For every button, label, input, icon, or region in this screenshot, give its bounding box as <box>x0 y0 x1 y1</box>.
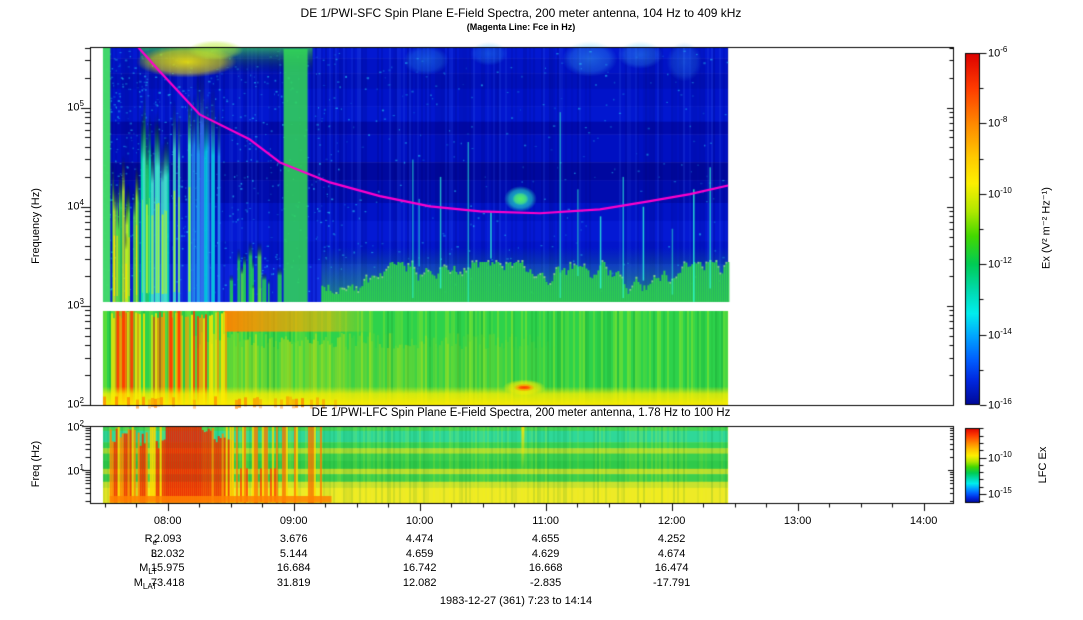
lfc-y-tick-label: 102 <box>67 419 84 434</box>
sfc-y-tick-label: 103 <box>67 296 84 312</box>
sfc-panel-title: DE 1/PWI-SFC Spin Plane E-Field Spectra,… <box>300 6 742 20</box>
sfc-colorbar-tick-label: 10-6 <box>988 45 1008 60</box>
time-tick-label: 11:00 <box>532 515 559 527</box>
time-tick-label: 14:00 <box>909 515 938 527</box>
ephemeris-row-label: Re <box>144 533 157 548</box>
ephemeris-value: 16.474 <box>654 562 689 575</box>
ephemeris-value: 16.668 <box>528 562 563 575</box>
sfc-colorbar-tick-label: 10-8 <box>988 115 1008 131</box>
sfc-colorbar-label: Ex (V² m⁻² Hz⁻¹) <box>1040 187 1053 269</box>
lfc-panel-title: DE 1/PWI-LFC Spin Plane E-Field Spectra,… <box>311 407 731 419</box>
time-tick-label: 13:00 <box>783 515 812 527</box>
sfc-colorbar-tick-label: 10-14 <box>988 326 1012 342</box>
ephemeris-value: 16.684 <box>276 562 311 575</box>
ephemeris-value: 5.144 <box>279 547 308 560</box>
lfc-colorbar-tick-label: 10-10 <box>988 449 1012 465</box>
sfc-colorbar-tick-label: 10-12 <box>988 256 1012 271</box>
ephemeris-value: 4.659 <box>405 547 434 560</box>
ephemeris-value: 2.093 <box>153 533 182 545</box>
ephemeris-value: 32.032 <box>150 547 185 560</box>
time-tick-label: 12:00 <box>657 515 686 527</box>
lfc-colorbar-label: LFC Ex <box>1037 446 1049 484</box>
sfc-y-tick-label: 105 <box>67 98 84 114</box>
ephemeris-value: 73.418 <box>150 576 185 589</box>
ephemeris-value: 4.474 <box>405 533 434 545</box>
lfc-y-tick-label: 101 <box>67 463 84 478</box>
ephemeris-value: 12.082 <box>402 576 437 589</box>
ephemeris-value: -17.791 <box>652 576 691 589</box>
ephemeris-row-label: MLT <box>139 562 157 577</box>
sfc-colorbar-tick-label: 10-10 <box>988 185 1012 201</box>
ephemeris-row-label: L <box>150 547 157 560</box>
time-tick-label: 10:00 <box>405 515 434 527</box>
ephemeris-value: 4.629 <box>531 547 560 560</box>
time-tick-label: 09:00 <box>279 515 308 527</box>
ephemeris-value: 16.742 <box>402 562 437 575</box>
time-tick-label: 08:00 <box>153 515 182 527</box>
sfc-y-tick-label: 104 <box>67 197 84 213</box>
ephemeris-value: 15.975 <box>150 562 185 575</box>
ephemeris-row-label: MLAT <box>133 576 157 591</box>
sfc-colorbar-tick-label: 10-16 <box>988 397 1012 412</box>
ephemeris-value: -2.835 <box>530 576 562 589</box>
ephemeris-value: 4.655 <box>531 533 560 545</box>
ephemeris-value: 31.819 <box>276 576 311 589</box>
ephemeris-value: 3.676 <box>279 533 308 545</box>
lfc-colorbar-tick-label: 10-15 <box>988 486 1012 501</box>
ephemeris-value: 4.674 <box>657 547 686 560</box>
fce-line-legend: (Magenta Line: Fce in Hz) <box>466 22 576 32</box>
date-range-caption: 1983-12-27 (361) 7:23 to 14:14 <box>439 595 593 607</box>
sfc-y-tick-label: 102 <box>67 396 84 411</box>
ephemeris-value: 4.252 <box>657 533 686 545</box>
